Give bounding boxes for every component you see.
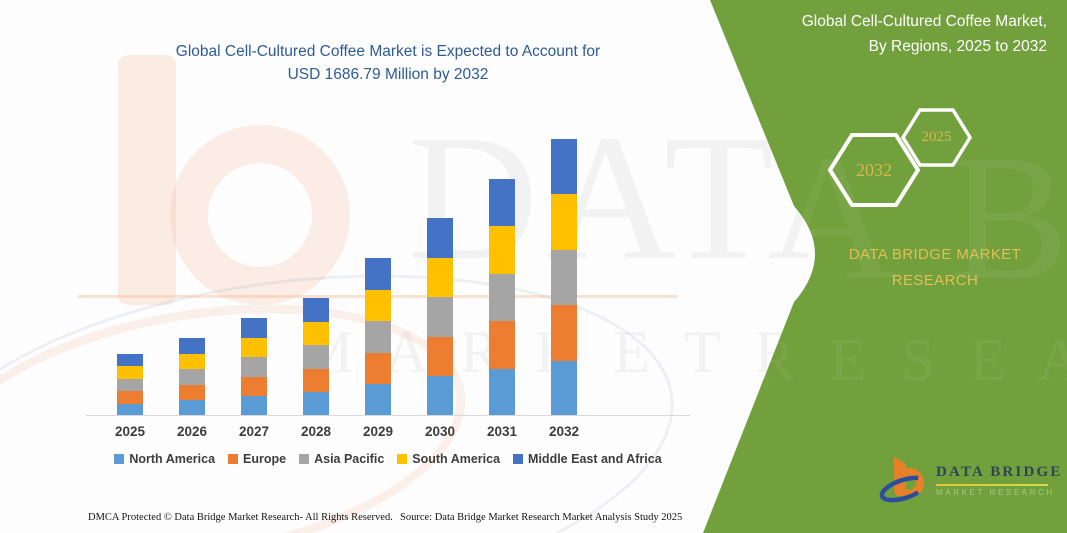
chart-legend: North America Europe Asia Pacific South Ame… <box>82 452 694 466</box>
legend-swatch-north-america <box>114 454 125 464</box>
bar-2025-north-america <box>117 403 143 416</box>
footer-dmca-text: DMCA Protected © Data Bridge Market Rese… <box>88 512 393 523</box>
bar-2028-asia-pacific <box>303 345 329 369</box>
bar-2028-middle-east-and-africa <box>303 298 329 322</box>
bar-2031-south-america <box>489 226 515 274</box>
bar-2027-europe <box>241 376 267 397</box>
green-panel-shape <box>703 0 1067 533</box>
panel-heading-line1: Global Cell-Cultured Coffee Market, <box>801 13 1047 30</box>
bar-2029-south-america <box>365 289 391 322</box>
chart-title-line1: Global Cell-Cultured Coffee Market is Ex… <box>175 43 601 60</box>
bar-2032-asia-pacific <box>551 249 577 306</box>
panel-brand-line1: DATA BRIDGE MARKET <box>848 246 1022 263</box>
bar-2030-asia-pacific <box>427 297 453 337</box>
bar-2026-middle-east-and-africa <box>179 337 205 354</box>
bar-2030-north-america <box>427 376 453 416</box>
logo-title: DATA BRIDGE <box>936 464 1063 480</box>
hexagon-2025-icon <box>900 108 973 167</box>
bar-2028-south-america <box>303 321 329 346</box>
databridge-b-icon <box>879 457 929 503</box>
x-axis-label-2029: 2029 <box>362 424 394 439</box>
legend-label-asia-pacific: Asia Pacific <box>314 452 385 466</box>
legend-item-middle-east-and-africa: Middle East and Africa <box>513 452 662 466</box>
bar-2028-europe <box>303 368 329 393</box>
bar-2025-south-america <box>117 366 143 379</box>
hexagon-2032-icon <box>827 133 921 207</box>
x-axis-label-2028: 2028 <box>300 424 332 439</box>
x-axis-label-2032: 2032 <box>548 424 580 439</box>
x-axis-label-2027: 2027 <box>238 424 270 439</box>
legend-label-north-america: North America <box>129 452 216 466</box>
chart-title: Global Cell-Cultured Coffee Market is Ex… <box>88 40 688 87</box>
legend-label-south-america: South America <box>412 452 501 466</box>
panel-heading: Global Cell-Cultured Coffee Market, By R… <box>707 10 1047 60</box>
bar-2029-north-america <box>365 384 391 416</box>
bar-2032-europe <box>551 305 577 361</box>
bar-2028-north-america <box>303 392 329 416</box>
bar-2032-middle-east-and-africa <box>551 138 577 195</box>
x-axis-label-2030: 2030 <box>424 424 456 439</box>
bar-2027-middle-east-and-africa <box>241 317 267 338</box>
legend-swatch-asia-pacific <box>299 454 310 464</box>
chart-title-line2: USD 1686.79 Million by 2032 <box>287 66 489 84</box>
logo-underline <box>936 484 1048 486</box>
hexagon-2032-label: 2032 <box>856 160 892 180</box>
x-axis-line <box>86 415 690 416</box>
legend-label-europe: Europe <box>243 452 287 466</box>
x-axis-label-2026: 2026 <box>176 424 208 439</box>
bar-2026-south-america <box>179 353 205 370</box>
bar-2031-middle-east-and-africa <box>489 178 515 227</box>
bar-2029-europe <box>365 352 391 385</box>
hexagon-2025-label: 2025 <box>921 129 952 145</box>
bar-2031-asia-pacific <box>489 273 515 322</box>
legend-item-europe: Europe <box>228 452 286 466</box>
bar-2031-north-america <box>489 368 515 416</box>
bar-2029-middle-east-and-africa <box>365 258 391 290</box>
bar-2025-middle-east-and-africa <box>117 354 143 367</box>
panel-watermark-line2: M A R K E T R E S E A R C H <box>300 327 1067 393</box>
bar-2027-south-america <box>241 337 267 358</box>
bar-2032-north-america <box>551 360 577 416</box>
legend-swatch-middle-east-and-africa <box>513 454 524 464</box>
bar-2026-north-america <box>179 400 205 416</box>
bar-2029-asia-pacific <box>365 321 391 353</box>
bar-2030-south-america <box>427 257 453 298</box>
panel-brand-line2: RESEARCH <box>891 271 979 289</box>
legend-item-south-america: South America <box>397 452 500 466</box>
legend-swatch-europe <box>228 454 239 464</box>
bar-2026-asia-pacific <box>179 369 205 385</box>
bar-2026-europe <box>179 384 205 401</box>
bar-2027-asia-pacific <box>241 357 267 377</box>
legend-item-asia-pacific: Asia Pacific <box>299 452 384 466</box>
x-axis-label-2031: 2031 <box>486 424 518 439</box>
bar-2027-north-america <box>241 396 267 416</box>
panel-heading-line2: By Regions, 2025 to 2032 <box>868 37 1047 55</box>
legend-item-north-america: North America <box>114 452 215 466</box>
footer-source-text: Source: Data Bridge Market Research Mark… <box>400 512 683 523</box>
bar-2030-middle-east-and-africa <box>427 217 453 258</box>
bar-2025-asia-pacific <box>117 378 143 392</box>
databridge-logo: DATA BRIDGE MARKET RESEARCH <box>878 454 1060 509</box>
legend-label-middle-east-and-africa: Middle East and Africa <box>528 452 662 466</box>
bar-2031-europe <box>489 321 515 369</box>
panel-brand-text: DATA BRIDGE MARKET RESEARCH <box>820 242 1050 293</box>
bar-2032-south-america <box>551 194 577 250</box>
x-axis-label-2025: 2025 <box>114 424 146 439</box>
logo-subtitle: MARKET RESEARCH <box>936 488 1055 497</box>
bar-2030-europe <box>427 336 453 377</box>
legend-swatch-south-america <box>397 454 408 464</box>
bar-2025-europe <box>117 391 143 404</box>
